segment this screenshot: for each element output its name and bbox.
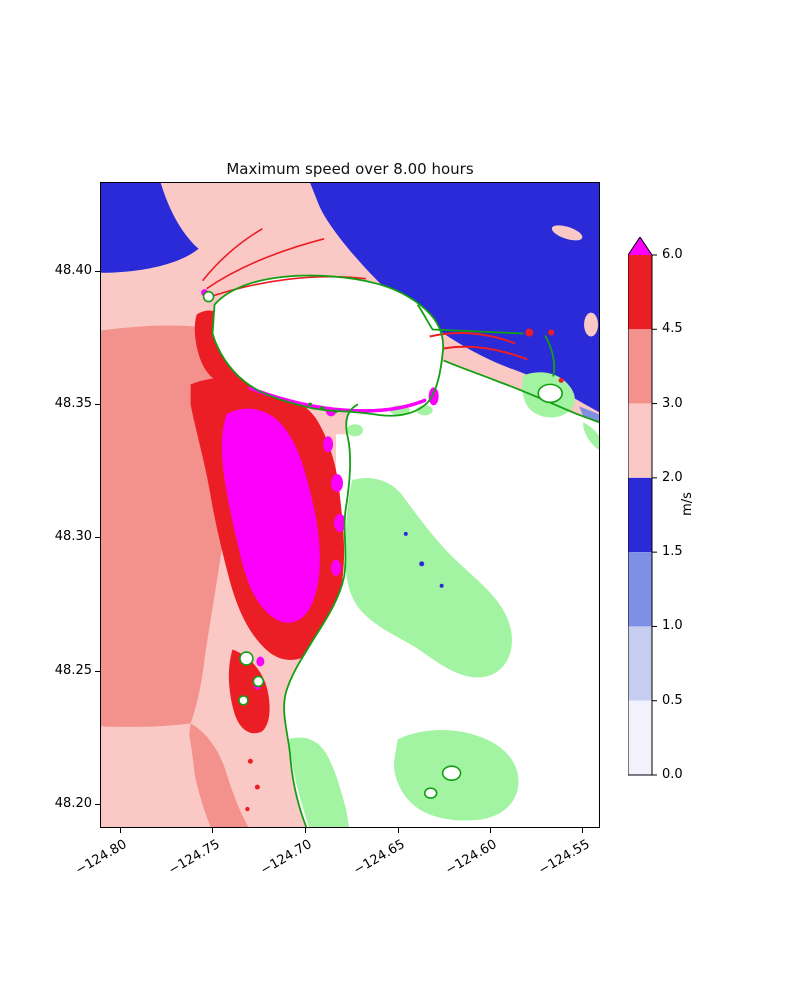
region-strait-blue-northwest xyxy=(101,183,199,273)
region-magenta-jet-core xyxy=(221,408,320,623)
red-filament xyxy=(429,332,516,345)
coastline-breakwater xyxy=(416,304,524,335)
colorbar-segment-2 xyxy=(628,552,652,627)
y-tick-label: 48.25 xyxy=(54,663,92,678)
colorbar-svg xyxy=(627,236,657,776)
coastline-connector xyxy=(544,335,556,377)
x-tick-label: −124.80 xyxy=(73,837,130,879)
y-tick-mark xyxy=(95,537,100,538)
colorbar-segment-0 xyxy=(628,700,652,775)
red-spot xyxy=(548,329,555,336)
plot-title: Maximum speed over 8.00 hours xyxy=(226,160,474,178)
x-tick-label: −124.60 xyxy=(443,837,500,879)
x-tick-mark xyxy=(212,828,213,833)
magenta-finger xyxy=(331,559,342,576)
shallows-blob xyxy=(416,405,433,416)
colorbar-segment-4 xyxy=(628,403,652,478)
magenta-finger xyxy=(334,513,347,532)
shallows-right-coast-strip xyxy=(583,422,599,451)
map-plot-area xyxy=(100,182,600,828)
region-salmon-coastal-band xyxy=(188,723,249,827)
colorbar-segment-5 xyxy=(628,329,652,404)
coastline-north-shore xyxy=(443,359,599,424)
lagoon-ring xyxy=(441,765,462,781)
blue-dot-in-shallows xyxy=(419,561,425,567)
red-spot xyxy=(525,328,534,337)
x-tick-label: −124.75 xyxy=(166,837,223,879)
colorbar-segment-3 xyxy=(628,477,652,553)
shallows-central xyxy=(345,477,512,678)
blue-dot-in-shallows xyxy=(439,583,444,588)
coastline-bay-peninsula xyxy=(211,274,444,417)
magenta-spot xyxy=(256,656,265,667)
magenta-shore-strip xyxy=(248,386,427,413)
colorbar-tick-label: 0.5 xyxy=(662,693,683,708)
magenta-finger xyxy=(323,436,334,453)
red-spot xyxy=(558,377,564,383)
x-tick-mark xyxy=(120,828,121,833)
colorbar-units-label: m/s xyxy=(680,492,695,516)
red-filament xyxy=(443,345,528,361)
blue-dot-in-shallows xyxy=(403,531,408,536)
region-strait-blue-northeast xyxy=(310,183,599,413)
islet-ring xyxy=(252,675,265,688)
coastline-west-shore xyxy=(283,403,359,827)
colorbar-tick-label: 4.5 xyxy=(662,321,683,336)
y-tick-mark xyxy=(95,271,100,272)
y-tick-label: 48.35 xyxy=(54,396,92,411)
region-red-coastal-rocks xyxy=(228,649,270,734)
islet-ring xyxy=(239,651,254,666)
x-tick-label: −124.70 xyxy=(258,837,315,879)
green-speck xyxy=(308,402,312,407)
red-spot xyxy=(247,758,253,764)
x-tick-mark xyxy=(490,828,491,833)
red-spot xyxy=(245,806,250,812)
colorbar-tick-label: 1.0 xyxy=(662,618,683,633)
colorbar-outline xyxy=(627,236,653,776)
colorbar xyxy=(627,236,660,777)
x-tick-mark xyxy=(305,828,306,833)
x-tick-label: −124.65 xyxy=(351,837,408,879)
region-pink-patch-in-blue xyxy=(584,312,599,337)
magenta-finger xyxy=(331,474,344,493)
red-filament xyxy=(201,228,263,282)
land-bay-peninsula xyxy=(212,275,444,416)
magenta-isthmus-channel xyxy=(428,387,439,406)
red-spot xyxy=(254,784,260,790)
shallows-blob xyxy=(347,424,363,437)
colorbar-tick-label: 1.5 xyxy=(662,544,683,559)
islet-ring xyxy=(238,695,249,706)
y-tick-mark xyxy=(95,671,100,672)
y-tick-mark xyxy=(95,404,100,405)
y-tick-label: 48.20 xyxy=(54,796,92,811)
x-tick-label: −124.55 xyxy=(536,837,593,879)
colorbar-tick-label: 3.0 xyxy=(662,396,683,411)
lagoon-ring xyxy=(537,383,563,404)
colorbar-tick-label: 6.0 xyxy=(662,247,683,262)
y-tick-label: 48.40 xyxy=(54,263,92,278)
colorbar-segment-1 xyxy=(628,626,652,701)
shallows-southwest-fringe xyxy=(289,737,350,827)
colorbar-segment-6 xyxy=(628,255,652,330)
speed-map xyxy=(101,183,599,827)
red-filament xyxy=(206,238,325,290)
colorbar-tick-marks xyxy=(652,254,657,776)
colorbar-tick-label: 0.0 xyxy=(662,767,683,782)
colorbar-tick-label: 2.0 xyxy=(662,470,683,485)
region-pink-patch-in-blue xyxy=(551,225,583,241)
islet-ring xyxy=(202,290,215,303)
colorbar-over-arrow xyxy=(628,237,652,255)
y-tick-label: 48.30 xyxy=(54,529,92,544)
region-pink-southwest xyxy=(101,727,196,827)
y-tick-mark xyxy=(95,804,100,805)
x-tick-mark xyxy=(398,828,399,833)
x-tick-mark xyxy=(582,828,583,833)
lagoon-ring xyxy=(423,787,438,799)
